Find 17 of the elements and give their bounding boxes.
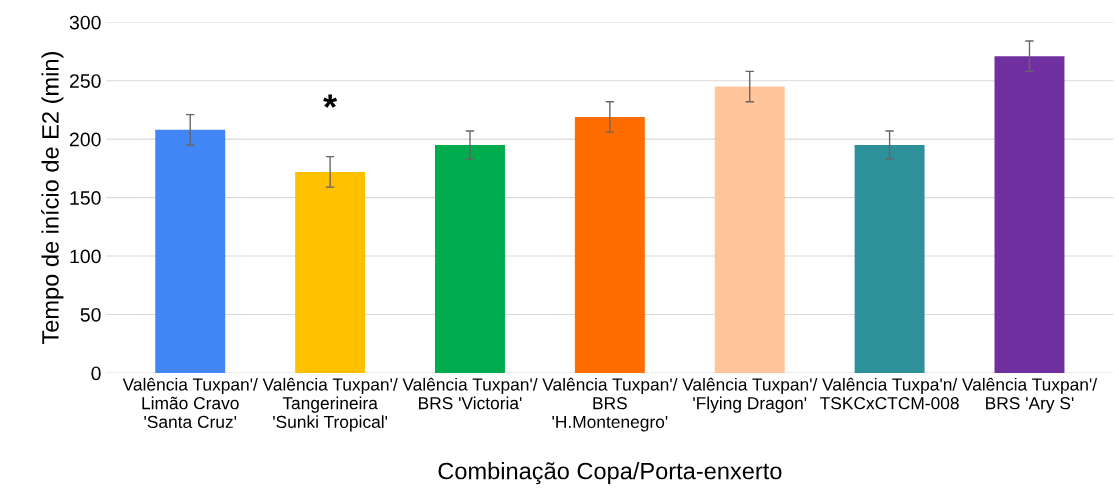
- y-tick-label: 250: [69, 74, 101, 88]
- x-tick-label: Valência Tuxpan'/ Tangerineira 'Sunki Tropical': [262, 377, 398, 432]
- x-tick-label: Valência Tuxpa'n/ TSKCxCTCM-008: [820, 377, 959, 410]
- y-tick-label: 300: [69, 15, 101, 30]
- y-tick-label: 0: [91, 366, 101, 381]
- x-tick-label: Valência Tuxpan'/ BRS 'Ary S': [961, 377, 1098, 413]
- x-tick-label: Valência Tuxpan'/ BRS 'Victoria': [402, 377, 538, 410]
- y-tick-label: 100: [70, 249, 101, 264]
- y-tick-label: 150: [70, 191, 101, 205]
- x-tick-label: Valência Tuxpan'/ Limão Cravo 'Santa Cruz': [122, 377, 258, 429]
- x-axis-title: Combinação Copa/Porta-enxerto: [438, 462, 782, 485]
- x-tick-label: Valência Tuxpan'/ BRS 'H.Montenegro': [542, 377, 678, 432]
- x-tick-label: Valência Tuxpan'/ 'Flying Dragon': [682, 377, 818, 413]
- y-tick-label: 50: [80, 307, 101, 322]
- y-tick-label: 200: [69, 132, 101, 147]
- annotation: *: [323, 94, 338, 108]
- y-axis-title: Tempo de início de E2 (min): [41, 52, 64, 345]
